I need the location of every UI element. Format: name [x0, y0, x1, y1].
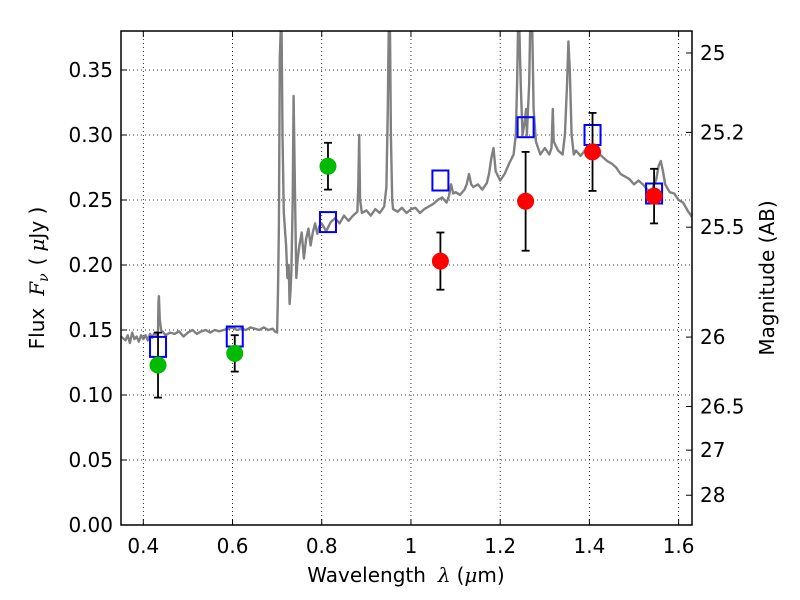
model-flux-square: [431, 169, 450, 192]
mag-tick-label: 27: [700, 438, 725, 462]
x-tick-label: 0.8: [306, 534, 338, 558]
observed-flux-point: [149, 356, 167, 374]
model-flux-square: [318, 211, 337, 234]
y-tick-label: 0.25: [68, 188, 113, 212]
y-tick-label: 0.35: [68, 58, 113, 82]
y-tick-label: 0.00: [68, 513, 113, 537]
y-axis-label: FluxFν(μJy ): [25, 207, 52, 350]
plot-frame: [120, 30, 693, 526]
observed-flux-point: [584, 143, 602, 161]
observed-flux-point: [645, 187, 663, 205]
model-flux-square: [516, 116, 535, 139]
observed-flux-point: [517, 192, 535, 210]
mag-tick-label: 26.5: [700, 394, 745, 418]
axis-ticks: 0.4 0.6 0.8 1 1.2 1.4 1.6 0.00 0.05 0.10 0.15 0.20 0…: [68, 31, 745, 558]
x-tick-label: 1.4: [573, 534, 605, 558]
y-tick-label: 0.05: [68, 448, 113, 472]
grid-lines: [121, 31, 692, 526]
mag-tick-label: 25.5: [700, 215, 745, 239]
x-tick-label: 0.4: [127, 534, 159, 558]
x-tick-label: 0.6: [217, 534, 249, 558]
spectrum-line: [121, 31, 692, 345]
mag-tick-label: 26: [700, 325, 725, 349]
y-tick-label: 0.10: [68, 383, 113, 407]
x-tick-label: 1.2: [484, 534, 516, 558]
observed-flux-point: [431, 252, 449, 270]
y-tick-label: 0.30: [68, 123, 113, 147]
x-tick-label: 1.6: [663, 534, 695, 558]
observed-flux-point: [226, 344, 244, 362]
mag-tick-label: 25: [700, 41, 725, 65]
mag-tick-label: 25.2: [700, 120, 745, 144]
observed-flux-point: [319, 157, 337, 175]
x-tick-label: 1: [405, 534, 418, 558]
mag-tick-label: 28: [700, 483, 725, 507]
x-axis-label: Wavelength λ (μm): [307, 563, 504, 587]
magnitude-axis-label: Magnitude (AB): [755, 200, 779, 355]
spectrum-layer: [121, 31, 692, 345]
data-markers: [149, 112, 664, 399]
y-tick-label: 0.20: [68, 253, 113, 277]
y-tick-label: 0.15: [68, 318, 113, 342]
